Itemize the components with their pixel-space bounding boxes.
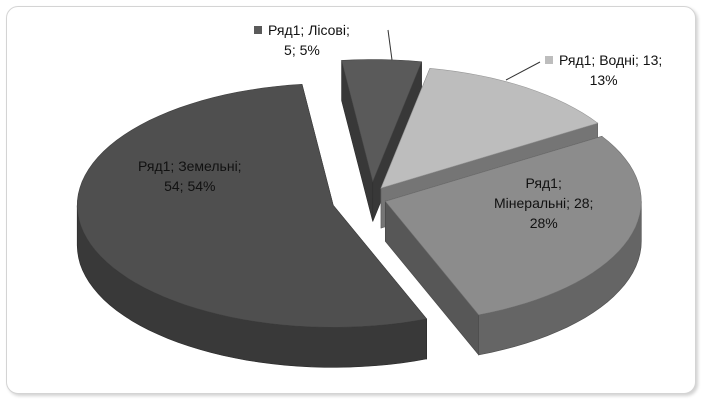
leader-line-vodni xyxy=(505,61,541,81)
data-label-mineralni-line1: Ряд1; xyxy=(525,175,562,191)
legend-marker-vodni xyxy=(545,56,553,64)
data-label-zemelni-line2: 54; 54% xyxy=(164,178,216,194)
data-label-mineralni: Ряд1; Мінеральні; 28; 28% xyxy=(494,173,593,233)
pie-slice-лісові xyxy=(341,59,423,183)
pie-slice-водні xyxy=(380,67,599,189)
leader-line-lisovi xyxy=(387,29,393,61)
pie-slice-земельні xyxy=(76,83,428,328)
data-label-zemelni-line1: Ряд1; Земельні; xyxy=(138,158,242,174)
data-label-mineralni-line3: 28% xyxy=(529,215,558,231)
data-label-vodni-line1: Ряд1; Водні; 13; xyxy=(559,52,663,68)
data-label-lisovi-line1: Ряд1; Лісові; xyxy=(268,22,350,38)
data-label-lisovi: Ряд1; Лісові; 5; 5% xyxy=(254,20,350,60)
data-label-lisovi-line2: 5; 5% xyxy=(284,42,320,58)
pie-slice-мінеральні xyxy=(384,135,642,316)
data-label-vodni: Ряд1; Водні; 13; 13% xyxy=(545,50,662,90)
legend-marker-lisovi xyxy=(254,26,262,34)
data-label-zemelni: Ряд1; Земельні; 54; 54% xyxy=(138,156,242,196)
data-label-vodni-line2: 13% xyxy=(589,72,618,88)
data-label-mineralni-line2: Мінеральні; 28; xyxy=(494,195,594,211)
slice-tops-layer xyxy=(76,59,642,328)
